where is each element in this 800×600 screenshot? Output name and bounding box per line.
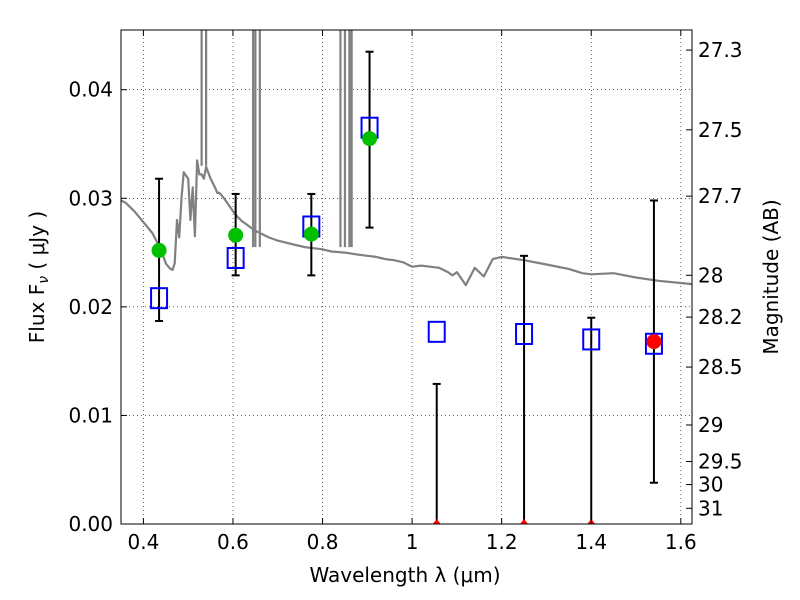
model-sed-line [120,159,693,287]
x-tick-label: 1 [406,530,419,554]
model-photometry-point [303,226,319,242]
y-tick-label: 0.04 [68,78,113,102]
y-tick-label: 0.00 [68,512,113,536]
model-photometry-point [151,242,167,258]
model-photometry-upper-limit [646,334,662,350]
x-axis-label: Wavelength λ (μm) [309,563,500,587]
observed-markers [150,116,663,355]
y2-tick-label: 30 [698,473,723,497]
observed-flux-marker [582,328,601,351]
error-bars [155,50,658,524]
x-tick-label: 0.8 [307,530,339,554]
y2-tick-label: 27.7 [698,184,743,208]
x-tick-label: 1.2 [486,530,518,554]
x-axis-ticks: 0.4 0.6 0.8 1 1.2 1.4 1.6 [127,30,697,554]
x-tick-label: 0.6 [217,530,249,554]
y2-tick-label: 28.2 [698,305,743,329]
model-photometry-zero-marker [432,519,441,524]
y-tick-label: 0.03 [68,186,113,210]
observed-flux-marker [644,332,663,355]
y2-tick-label: 31 [698,496,723,520]
observed-flux-marker [226,247,245,269]
y-axis-label-unit: ( μJy ) [25,211,49,276]
y2-tick-label: 28.5 [698,355,743,379]
y-axis-label-subscript: ν [36,276,52,284]
y2-axis-label: Magnitude (AB) [759,199,783,354]
x-tick-label: 1.4 [575,530,607,554]
y2-tick-label: 29 [698,413,723,437]
observed-flux-marker [150,287,169,310]
plot-frame [120,29,693,525]
y2-tick-label: 27.5 [698,118,743,142]
model-photometry-markers [151,131,662,524]
y2-tick-label: 29.5 [698,450,743,474]
observed-flux-marker [515,323,534,345]
model-photometry-point [228,227,244,243]
y-axis-ticks: 0.00 0.01 0.02 0.03 0.04 [68,78,127,536]
x-tick-label: 1.6 [665,530,697,554]
model-photometry-zero-marker [520,519,529,524]
y-axis-label: Flux Fν ( μJy ) [25,211,52,343]
model-photometry-point [362,131,378,147]
x-tick-label: 0.4 [127,530,159,554]
y2-tick-label: 28 [698,263,723,287]
observed-flux-marker [427,320,446,343]
y-tick-label: 0.01 [68,403,113,427]
y-tick-label: 0.02 [68,295,113,319]
model-sed-spikes [200,30,353,248]
y2-tick-label: 27.3 [698,38,743,62]
